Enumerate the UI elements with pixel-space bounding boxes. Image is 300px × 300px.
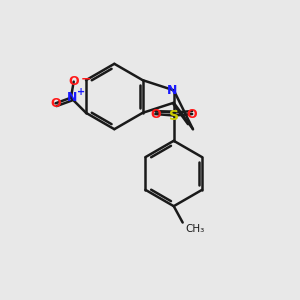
Text: CH₃: CH₃ (185, 224, 204, 234)
Text: −: − (80, 72, 91, 85)
Text: O: O (150, 107, 160, 121)
Text: O: O (50, 97, 61, 110)
Text: O: O (187, 107, 197, 121)
Text: O: O (68, 75, 79, 88)
Text: S: S (169, 109, 179, 122)
Text: N: N (167, 84, 177, 97)
Text: N: N (67, 91, 77, 104)
Text: +: + (77, 87, 86, 98)
